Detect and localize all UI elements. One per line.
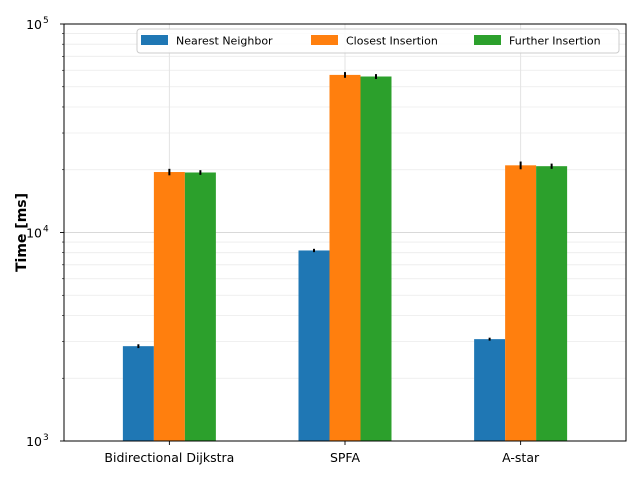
- y-tick-label: 10 5: [26, 16, 49, 32]
- legend-swatch: [141, 35, 168, 45]
- y-tick-exponent: 5: [43, 16, 49, 26]
- bar: [329, 74, 361, 442]
- bar: [474, 339, 506, 441]
- y-tick-label: 10 4: [26, 225, 49, 241]
- y-tick-exponent: 4: [43, 225, 49, 235]
- x-axis-ticks: Bidirectional Dijkstra SPFA A-star: [104, 441, 540, 465]
- y-tick-label: 10 3: [26, 433, 49, 449]
- x-tick-label: A-star: [502, 450, 540, 465]
- x-tick-label: Bidirectional Dijkstra: [104, 450, 234, 465]
- bar: [536, 166, 568, 442]
- legend: Nearest Neighbor Closest Insertion Further…: [136, 28, 620, 54]
- bar: [505, 165, 537, 442]
- bar: [122, 346, 154, 441]
- y-tick-exponent: 3: [43, 433, 49, 443]
- y-axis-label: Time [ms]: [14, 193, 30, 272]
- bar: [153, 172, 185, 442]
- bar: [360, 76, 392, 441]
- x-tick-label: SPFA: [330, 450, 361, 465]
- legend-entry-label: Further Insertion: [509, 35, 601, 48]
- bar: [298, 250, 330, 441]
- y-tick-base: 10: [26, 226, 42, 241]
- y-tick-base: 10: [26, 17, 42, 32]
- error-bars: [137, 72, 553, 349]
- legend-swatch: [311, 35, 338, 45]
- bars: [122, 74, 568, 442]
- bar: [184, 172, 216, 441]
- legend-entry-label: Closest Insertion: [346, 35, 438, 48]
- legend-swatch: [474, 35, 501, 45]
- legend-entry-label: Nearest Neighbor: [176, 35, 273, 48]
- y-tick-base: 10: [26, 434, 42, 449]
